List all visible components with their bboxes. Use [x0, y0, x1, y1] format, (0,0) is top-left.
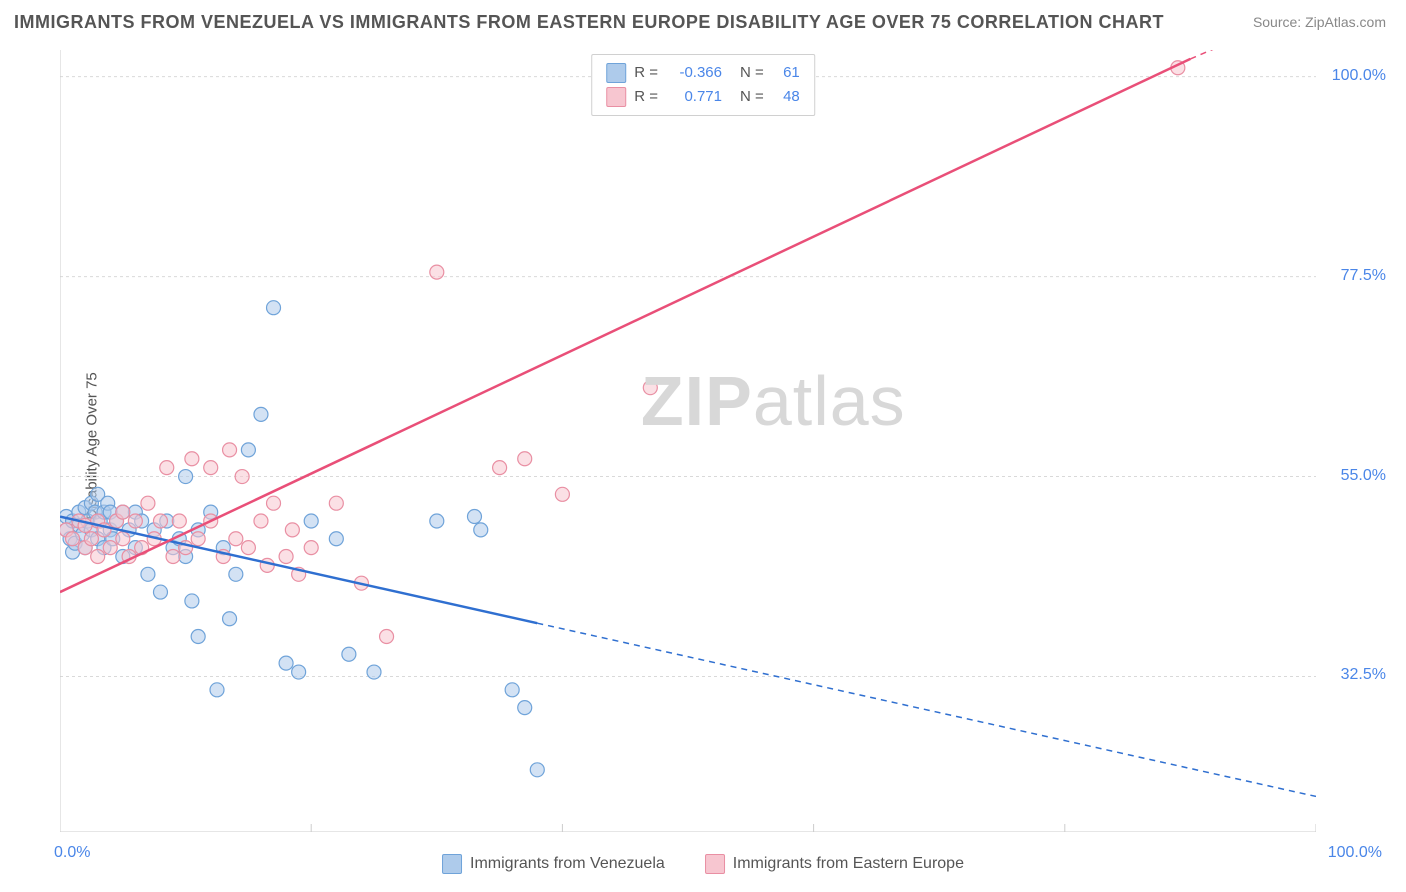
legend-swatch — [606, 63, 626, 83]
series-legend-item: Immigrants from Eastern Europe — [705, 854, 964, 874]
stats-legend-row: R = 0.771 N = 48 — [606, 85, 800, 109]
r-label: R = — [634, 85, 658, 109]
stats-legend: R = -0.366 N = 61 R = 0.771 N = 48 — [591, 54, 815, 116]
r-value: 0.771 — [666, 85, 722, 109]
scatter-plot — [60, 50, 1316, 832]
r-value: -0.366 — [666, 61, 722, 85]
stats-legend-row: R = -0.366 N = 61 — [606, 61, 800, 85]
tick-label: 100.0% — [1328, 844, 1382, 862]
series-label: Immigrants from Venezuela — [470, 855, 665, 873]
legend-swatch — [705, 854, 725, 874]
legend-swatch — [442, 854, 462, 874]
chart-area — [60, 50, 1316, 832]
tick-label: 100.0% — [1332, 67, 1386, 85]
n-value: 61 — [772, 61, 800, 85]
legend-swatch — [606, 87, 626, 107]
tick-label: 32.5% — [1341, 666, 1386, 684]
r-label: R = — [634, 61, 658, 85]
n-label: N = — [740, 61, 764, 85]
tick-label: 77.5% — [1341, 267, 1386, 285]
tick-label: 0.0% — [54, 844, 90, 862]
series-legend-item: Immigrants from Venezuela — [442, 854, 665, 874]
chart-title: IMMIGRANTS FROM VENEZUELA VS IMMIGRANTS … — [14, 12, 1164, 33]
tick-label: 55.0% — [1341, 467, 1386, 485]
n-value: 48 — [772, 85, 800, 109]
source-attribution: Source: ZipAtlas.com — [1253, 14, 1386, 30]
series-legend: Immigrants from Venezuela Immigrants from… — [442, 854, 964, 874]
series-label: Immigrants from Eastern Europe — [733, 855, 964, 873]
n-label: N = — [740, 85, 764, 109]
